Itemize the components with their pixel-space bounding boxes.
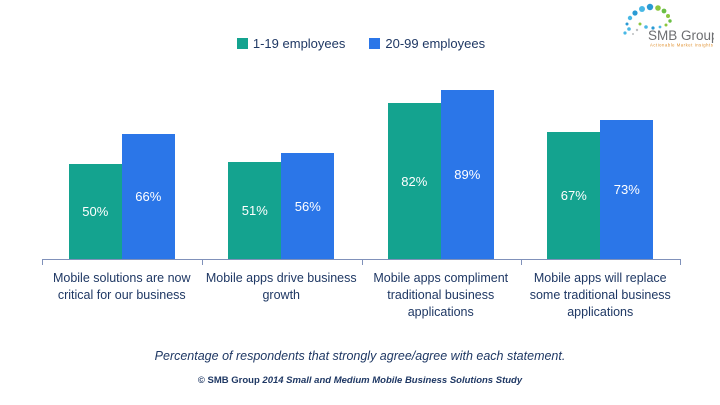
bar-value-label: 82%	[401, 173, 428, 189]
bar-value-label: 66%	[135, 189, 162, 204]
bar-series1-cat1: 50%	[68, 164, 122, 259]
bar-value-label: 89%	[454, 167, 481, 182]
category-group-1: 50% 66%	[42, 79, 202, 259]
category-label-2: Mobile apps drive business growth	[205, 271, 357, 302]
bar-value-label: 73%	[613, 182, 640, 197]
axis-tick	[42, 260, 43, 265]
axis-tick	[361, 260, 363, 265]
legend-item-2: 20-99 employees	[369, 36, 485, 51]
legend-swatch-icon	[236, 38, 248, 49]
smb-group-logo-graphic: SMB Group Actionable Market Insights	[623, 3, 719, 48]
bar-series1-cat4: 67%	[547, 132, 601, 259]
bar-series2-cat3: 89%	[440, 90, 494, 259]
bar-series1-cat3: 82%	[387, 103, 441, 259]
plot-area: 50% 66% 51% 56% 82% 89% 67% 73%	[42, 79, 680, 259]
source-line: © SMB Group 2014 Small and Medium Mobile…	[0, 375, 720, 386]
legend-label: 1-19 employees	[252, 36, 346, 51]
bar-series2-cat1: 66%	[121, 134, 175, 259]
chart-legend: 1-19 employees 20-99 employees	[42, 36, 680, 51]
legend-swatch-icon	[369, 38, 381, 49]
bar-value-label: 67%	[560, 188, 587, 203]
chart-caption: Percentage of respondents that strongly …	[154, 349, 566, 363]
category-group-4: 67% 73%	[521, 79, 681, 259]
axis-tick	[680, 260, 681, 265]
bar-value-label: 50%	[82, 204, 109, 219]
smb-group-logo: SMB Group Actionable Market Insights	[622, 2, 719, 52]
legend-label: 20-99 employees	[385, 36, 486, 51]
category-label-4: Mobile apps will replace some traditiona…	[529, 271, 671, 319]
source-copyright: © SMB Group	[197, 375, 260, 386]
category-labels: Mobile solutions are now critical for ou…	[42, 270, 680, 321]
bar-series1-cat2: 51%	[228, 162, 282, 259]
logo-dot-swirl	[623, 3, 672, 35]
x-axis	[42, 259, 681, 266]
category-label-3: Mobile apps compliment traditional busin…	[373, 271, 509, 319]
category-group-2: 51% 56%	[202, 79, 362, 259]
axis-tick	[521, 260, 523, 265]
category-label-1: Mobile solutions are now critical for ou…	[52, 271, 191, 302]
source-study-title: 2014 Small and Medium Mobile Business So…	[259, 375, 523, 386]
axis-tick	[201, 260, 203, 265]
logo-wordmark: SMB Group	[648, 28, 714, 43]
logo-tagline: Actionable Market Insights	[650, 43, 713, 48]
bar-value-label: 51%	[241, 203, 268, 218]
bar-series2-cat4: 73%	[600, 120, 654, 259]
bar-series2-cat2: 56%	[281, 153, 335, 259]
legend-item-1: 1-19 employees	[236, 36, 346, 51]
category-group-3: 82% 89%	[361, 79, 521, 259]
bar-value-label: 56%	[294, 198, 321, 214]
